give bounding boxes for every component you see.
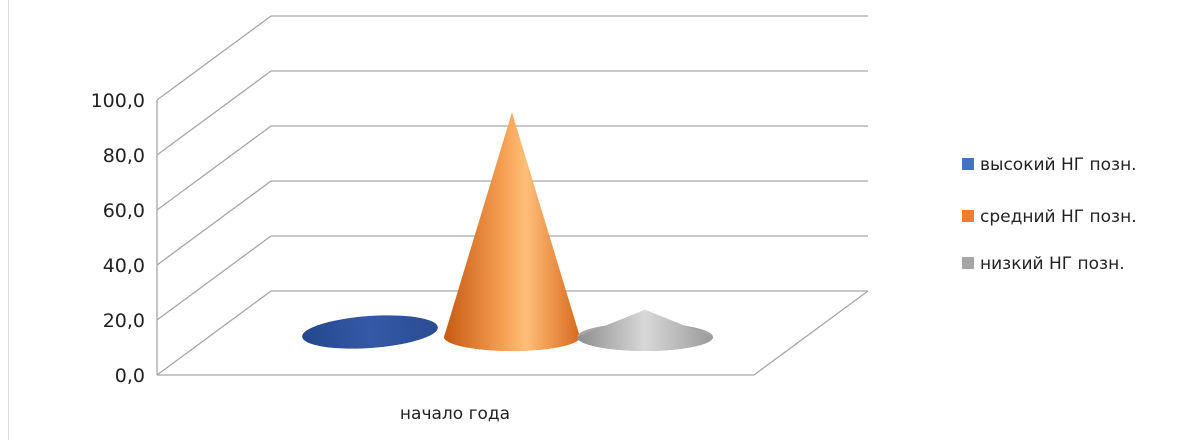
y-tick-label: 0,0: [115, 365, 145, 387]
y-tick-label: 80,0: [103, 145, 145, 167]
y-tick-label: 100,0: [91, 90, 145, 112]
side-diagonal: [156, 125, 272, 211]
cone-high: [302, 315, 438, 349]
side-diagonal: [156, 290, 272, 376]
side-diagonal: [156, 15, 272, 101]
back-gridlines: [271, 15, 868, 292]
cone-medium: [444, 112, 580, 351]
cone-body: [444, 112, 580, 351]
y-tick-label: 40,0: [103, 255, 145, 277]
legend-label: высокий НГ позн.: [980, 155, 1137, 175]
legend-item-high: высокий НГ позн.: [962, 155, 1137, 175]
legend-item-medium: средний НГ позн.: [962, 207, 1137, 227]
legend-label: низкий НГ позн.: [980, 254, 1125, 274]
cone-body: [577, 309, 713, 351]
side-wall-lines: [156, 15, 272, 376]
legend-label: средний НГ позн.: [980, 207, 1137, 227]
legend-swatch: [962, 158, 974, 170]
legend-swatch: [962, 210, 974, 222]
cone-base: [302, 315, 438, 349]
y-tick-labels: 0,0 20,0 40,0 60,0 80,0 100,0: [91, 90, 145, 387]
legend: высокий НГ позн. средний НГ позн. низкий…: [962, 155, 1137, 274]
side-diagonal: [156, 70, 272, 156]
cone-low: [577, 309, 713, 351]
legend-item-low: низкий НГ позн.: [962, 254, 1125, 274]
category-label: начало года: [400, 404, 510, 424]
floor: [157, 290, 869, 376]
cone-series-group: [302, 112, 713, 351]
side-diagonal: [156, 180, 272, 266]
legend-swatch: [962, 257, 974, 269]
floor-right-edge: [753, 290, 869, 376]
y-tick-label: 20,0: [103, 310, 145, 332]
chart-frame: [8, 0, 1197, 440]
side-diagonal: [156, 235, 272, 321]
y-tick-label: 60,0: [103, 200, 145, 222]
